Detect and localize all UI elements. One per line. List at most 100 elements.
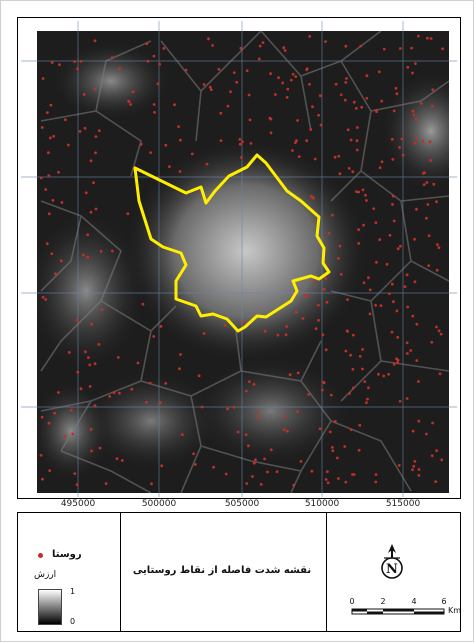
village-point: [49, 136, 52, 140]
village-point: [322, 380, 325, 384]
village-point: [303, 293, 307, 297]
village-point: [224, 472, 228, 476]
village-point: [339, 273, 343, 276]
village-point: [50, 252, 54, 256]
village-point: [39, 453, 43, 457]
village-point: [346, 298, 349, 301]
village-point: [355, 139, 359, 143]
village-point: [305, 139, 309, 143]
village-point: [431, 104, 434, 108]
village-point: [374, 480, 378, 484]
village-point: [269, 117, 273, 121]
village-point: [358, 423, 362, 427]
village-point: [69, 408, 73, 412]
village-point: [44, 298, 48, 301]
village-point: [406, 352, 409, 355]
village-point: [388, 292, 391, 295]
north-label: N: [386, 562, 398, 577]
village-point: [219, 139, 223, 143]
village-point: [392, 219, 396, 223]
village-point: [405, 341, 409, 345]
village-point: [314, 327, 318, 331]
village-point: [375, 260, 378, 264]
village-point: [263, 329, 267, 333]
village-point: [310, 194, 313, 198]
village-point: [411, 109, 415, 113]
village-point: [258, 44, 262, 48]
village-point: [89, 159, 93, 163]
village-point: [398, 146, 401, 149]
village-point: [347, 167, 351, 170]
x-tick-label: 500000: [141, 499, 177, 509]
village-point: [435, 268, 439, 272]
village-point: [421, 139, 425, 143]
village-point: [322, 287, 326, 291]
village-point: [326, 481, 330, 485]
village-point: [252, 461, 256, 465]
village-point: [329, 393, 333, 397]
village-point: [116, 356, 120, 359]
village-point: [286, 429, 289, 433]
village-point: [391, 158, 395, 161]
village-point: [240, 156, 243, 159]
village-point: [434, 480, 438, 483]
village-point: [395, 309, 399, 313]
village-point: [409, 349, 413, 352]
village-point: [324, 348, 328, 352]
village-point: [426, 36, 429, 40]
village-point: [388, 233, 392, 237]
village-point: [361, 348, 364, 351]
village-point: [437, 329, 441, 333]
village-point: [331, 449, 335, 453]
village-point: [321, 333, 325, 337]
gradient-high-label: 1: [70, 587, 76, 596]
village-point: [127, 100, 131, 103]
village-point: [365, 74, 369, 78]
village-point: [333, 420, 337, 423]
village-point: [344, 349, 348, 353]
village-point: [380, 160, 384, 164]
village-point: [412, 464, 416, 468]
village-point: [296, 119, 299, 122]
village-point: [148, 381, 152, 385]
village-point: [415, 137, 419, 141]
village-point: [48, 469, 52, 472]
village-point: [334, 82, 338, 86]
village-point: [261, 41, 265, 44]
village-point: [93, 404, 97, 408]
village-point: [149, 151, 153, 155]
village-point: [269, 448, 273, 452]
village-point: [378, 166, 382, 170]
village-point: [141, 302, 145, 306]
village-point: [368, 288, 372, 292]
village-point: [428, 140, 432, 144]
village-point: [283, 415, 286, 418]
village-point: [97, 343, 101, 346]
village-point: [382, 47, 386, 51]
scale-bar: 0 2 4 6 Km: [348, 597, 461, 627]
village-point: [83, 350, 87, 354]
village-point-icon: [38, 553, 43, 558]
village-point: [396, 361, 399, 365]
village-point: [345, 329, 349, 333]
village-point: [47, 421, 51, 425]
village-point: [295, 139, 298, 143]
village-point: [349, 138, 353, 142]
village-point: [415, 322, 419, 326]
village-point: [92, 181, 95, 185]
village-point: [110, 56, 114, 60]
village-point: [417, 34, 420, 38]
village-point: [245, 69, 249, 72]
village-point: [242, 320, 245, 324]
village-point: [427, 234, 431, 238]
village-point: [256, 416, 260, 420]
village-point: [325, 300, 329, 304]
village-point: [291, 149, 294, 152]
village-point: [50, 61, 54, 64]
village-point: [367, 386, 370, 390]
village-point: [99, 250, 103, 253]
village-point: [86, 233, 90, 237]
village-point: [205, 162, 209, 166]
village-point: [396, 335, 400, 339]
village-point: [152, 103, 156, 106]
